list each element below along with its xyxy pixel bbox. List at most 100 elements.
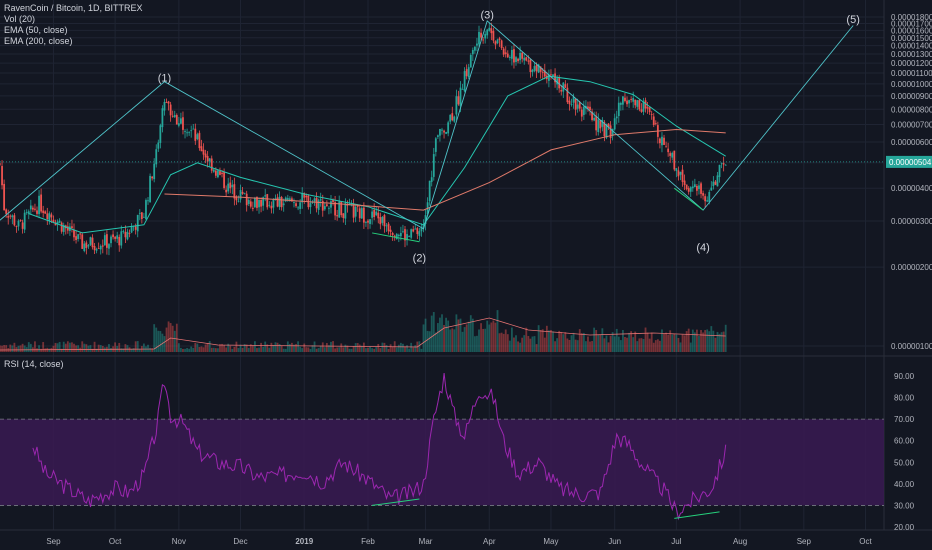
volume-bar — [97, 344, 100, 352]
candle-body — [186, 132, 188, 134]
volume-bar — [214, 348, 217, 352]
volume-bar — [247, 348, 250, 352]
candle-body — [286, 198, 289, 200]
volume-bar — [387, 348, 390, 352]
volume-bar — [531, 336, 534, 352]
candle-body — [196, 134, 199, 140]
volume-bar — [317, 348, 320, 352]
volume-bar — [698, 335, 700, 352]
candle-body — [525, 57, 528, 61]
candle-body — [698, 185, 700, 190]
candle-body — [379, 217, 382, 225]
volume-bar — [200, 346, 203, 352]
volume-bar — [471, 318, 474, 352]
candle-body — [572, 96, 575, 103]
candle-body — [342, 213, 345, 218]
candle-body — [143, 216, 145, 218]
candle-body — [535, 64, 538, 72]
volume-bar — [95, 348, 98, 352]
candle-body — [508, 57, 511, 58]
volume-bar — [85, 344, 88, 352]
volume-bar — [196, 343, 199, 352]
price-divergence-line — [674, 187, 704, 211]
volume-bar — [420, 348, 423, 352]
candle-body — [245, 193, 248, 206]
rsi-panel — [0, 373, 884, 521]
volume-bar — [603, 338, 606, 352]
volume-bar — [381, 342, 384, 352]
volume-bar — [656, 339, 659, 352]
wave-label: (2) — [413, 253, 426, 265]
candle-body — [163, 101, 166, 111]
volume-bar — [582, 332, 585, 352]
volume-bar — [134, 341, 137, 352]
rsi-line — [32, 373, 727, 521]
price-tick-label: 0.00001700 — [891, 20, 932, 29]
candle-body — [410, 229, 413, 238]
volume-bar — [87, 345, 90, 352]
candle-body — [325, 204, 328, 207]
volume-bar — [562, 334, 565, 352]
candle-body — [206, 156, 209, 162]
volume-bar — [229, 345, 232, 352]
candle-body — [149, 175, 151, 203]
volume-bar — [5, 345, 8, 352]
volume-bar — [362, 342, 365, 352]
candle-body — [513, 49, 515, 63]
volume-bar — [198, 347, 201, 352]
volume-bar — [449, 329, 452, 352]
volume-bar — [484, 328, 487, 352]
candle-body — [233, 184, 236, 199]
time-axis[interactable]: Sep Oct Nov Dec 2019 Feb Mar Apr May Jun Jul Aug Sep… — [46, 537, 872, 546]
legend-symbol: RavenCoin / Bitcoin, 1D, BITTREX — [4, 3, 143, 13]
volume-bar — [274, 342, 277, 352]
candle-body — [607, 123, 610, 127]
candle-body — [539, 66, 542, 72]
volume-bar — [136, 341, 139, 352]
volume-bar — [428, 331, 431, 352]
volume-bar — [521, 337, 524, 352]
candle-body — [439, 128, 441, 136]
volume-bar — [556, 338, 559, 352]
volume-bar — [455, 314, 458, 352]
volume-bar — [597, 334, 600, 352]
volume-bar — [165, 327, 168, 352]
volume-bar — [225, 347, 228, 352]
current-price-label: 0.00000504 — [889, 158, 932, 167]
candle-body — [48, 213, 51, 222]
candle-body — [375, 211, 378, 216]
candle-body — [122, 231, 125, 233]
candle-body — [537, 64, 540, 73]
candle-body — [712, 181, 715, 187]
candle-body — [482, 39, 485, 41]
candle-body — [529, 59, 532, 73]
candle-body — [278, 196, 281, 207]
candle-body — [449, 114, 452, 122]
volume-bar — [426, 330, 429, 352]
price-axis[interactable]: 0.000018000.000017000.000016000.00001500… — [886, 13, 932, 351]
volume-bar — [533, 336, 536, 352]
candle-body — [38, 195, 40, 215]
candle-body — [15, 226, 18, 227]
candle-body — [291, 198, 293, 202]
candle-body — [112, 234, 114, 238]
volume-bar — [29, 343, 32, 352]
candle-body — [432, 154, 435, 177]
volume-bar — [702, 332, 704, 352]
volume-bar — [192, 347, 195, 352]
rsi-axis[interactable]: 90.00 80.00 70.00 60.00 50.00 40.00 30.00 20.00 — [894, 372, 915, 532]
volume-bar — [659, 340, 661, 352]
volume-bar — [644, 327, 647, 352]
volume-bar — [291, 342, 293, 352]
candle-body — [177, 123, 180, 126]
candle-body — [447, 122, 450, 134]
volume-bar — [13, 342, 16, 352]
volume-bar — [619, 340, 622, 352]
volume-bar — [395, 347, 398, 352]
volume-bar — [365, 348, 367, 352]
volume-bar — [227, 343, 230, 352]
volume-bar — [60, 348, 63, 352]
candle-body — [467, 67, 470, 78]
candle-body — [718, 164, 721, 178]
